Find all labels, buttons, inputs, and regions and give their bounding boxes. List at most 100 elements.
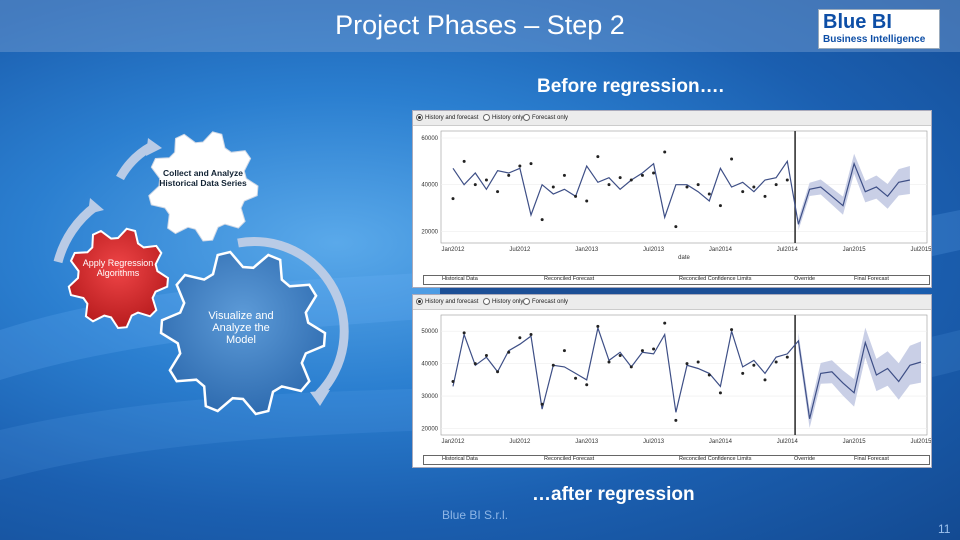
page-number: 11 xyxy=(938,522,951,536)
confidence-band xyxy=(798,327,921,428)
historical-point xyxy=(730,157,734,161)
forecast-chart-after: History and forecast History only Foreca… xyxy=(412,294,932,468)
historical-point xyxy=(451,379,455,383)
historical-point xyxy=(518,336,522,340)
historical-point xyxy=(462,331,466,335)
historical-point xyxy=(585,199,589,203)
radio-forecast-only[interactable]: Forecast only xyxy=(523,298,568,305)
x-tick-label: Jan2015 xyxy=(843,439,867,445)
historical-point xyxy=(540,218,544,222)
historical-point xyxy=(596,324,600,328)
x-tick-label: Jan2014 xyxy=(709,247,733,253)
historical-point xyxy=(496,370,500,374)
caption-after: …after regression xyxy=(532,484,695,505)
historical-point xyxy=(507,350,511,354)
y-tick-label: 40000 xyxy=(421,183,438,189)
historical-point xyxy=(685,362,689,366)
y-tick-label: 20000 xyxy=(421,427,438,433)
x-tick-label: Jul2013 xyxy=(643,439,665,445)
caption-before: Before regression…. xyxy=(537,76,724,97)
x-tick-label: Jul2012 xyxy=(509,439,531,445)
historical-point xyxy=(496,190,500,194)
x-tick-label: Jul2012 xyxy=(509,247,531,253)
x-axis-label: date xyxy=(678,255,690,261)
blue-bi-logo: Blue BI Business Intelligence xyxy=(818,9,940,49)
historical-point xyxy=(685,185,689,189)
x-tick-label: Jan2013 xyxy=(575,439,599,445)
historical-point xyxy=(652,171,656,175)
historical-point xyxy=(674,418,678,422)
historical-point xyxy=(484,354,488,358)
radio-forecast-only[interactable]: Forecast only xyxy=(523,114,568,121)
historical-point xyxy=(718,391,722,395)
x-tick-label: Jul2014 xyxy=(777,439,799,445)
x-tick-label: Jan2012 xyxy=(441,247,465,253)
historical-point xyxy=(774,360,778,364)
gear-collect xyxy=(148,131,259,242)
historical-point xyxy=(718,204,722,208)
historical-point xyxy=(473,183,477,187)
historical-point xyxy=(462,159,466,163)
historical-point xyxy=(752,185,756,189)
radio-history-only[interactable]: History only xyxy=(483,114,523,121)
x-tick-label: Jan2012 xyxy=(441,439,465,445)
x-tick-label: Jan2015 xyxy=(843,247,867,253)
historical-point xyxy=(507,173,511,177)
historical-point xyxy=(663,321,667,325)
reconciled-forecast-line xyxy=(452,159,911,225)
historical-point xyxy=(451,197,455,201)
forecast-chart-before: History and forecast History only Foreca… xyxy=(412,110,932,288)
y-tick-label: 30000 xyxy=(421,394,438,400)
logo-line2: Business Intelligence xyxy=(823,34,926,45)
historical-point xyxy=(607,360,611,364)
legend-confidence: Reconciled Confidence Limits xyxy=(679,456,752,462)
historical-point xyxy=(629,178,633,182)
x-tick-label: Jul2014 xyxy=(777,247,799,253)
chart-options-bar: History and forecast History only Foreca… xyxy=(413,295,931,310)
x-tick-label: Jan2014 xyxy=(709,439,733,445)
historical-point xyxy=(518,164,522,168)
legend-final: Final Forecast xyxy=(854,456,889,462)
y-tick-label: 20000 xyxy=(421,229,438,235)
logo-line1: Blue BI xyxy=(823,11,892,33)
historical-point xyxy=(596,155,600,159)
legend-final: Final Forecast xyxy=(854,276,889,282)
historical-point xyxy=(640,349,644,353)
legend-reconciled: Reconciled Forecast xyxy=(544,456,595,462)
chart-options-bar: History and forecast History only Foreca… xyxy=(413,111,931,126)
historical-point xyxy=(607,183,611,187)
historical-point xyxy=(752,363,756,367)
historical-point xyxy=(585,383,589,387)
radio-history-only[interactable]: History only xyxy=(483,298,523,305)
historical-point xyxy=(674,225,678,229)
x-tick-label: Jul2013 xyxy=(643,247,665,253)
reconciled-forecast-line xyxy=(452,325,922,419)
gear-apply-label: Apply Regression Algorithms xyxy=(82,258,154,278)
x-tick-label: Jan2013 xyxy=(575,247,599,253)
historical-point xyxy=(730,328,734,332)
gear-visualize-label: Visualize and Analyze the Model xyxy=(208,310,274,346)
historical-point xyxy=(618,176,622,180)
historical-point xyxy=(574,194,578,198)
y-tick-label: 50000 xyxy=(421,329,438,335)
historical-point xyxy=(707,192,711,196)
radio-history-forecast[interactable]: History and forecast xyxy=(416,298,478,305)
historical-point xyxy=(562,173,566,177)
chart-plot-after: 20000 30000 40000 50000 Jan2012 Jul2012 Jan201… xyxy=(421,314,931,445)
historical-point xyxy=(741,190,745,194)
historical-point xyxy=(741,371,745,375)
radio-history-forecast[interactable]: History and forecast xyxy=(416,114,478,121)
chart-legend-before: Historical Data Reconciled Forecast Reco… xyxy=(423,275,930,285)
historical-point xyxy=(629,365,633,369)
historical-point xyxy=(484,178,488,182)
historical-point xyxy=(529,332,533,336)
historical-point xyxy=(652,347,656,351)
historical-point xyxy=(774,183,778,187)
gear-visualize xyxy=(159,250,327,416)
historical-point xyxy=(562,349,566,353)
historical-point xyxy=(473,362,477,366)
x-tick-label: Jul2015 xyxy=(910,439,931,445)
historical-point xyxy=(785,178,789,182)
x-tick-label: Jul2015 xyxy=(910,247,931,253)
gear-apply xyxy=(67,227,170,330)
